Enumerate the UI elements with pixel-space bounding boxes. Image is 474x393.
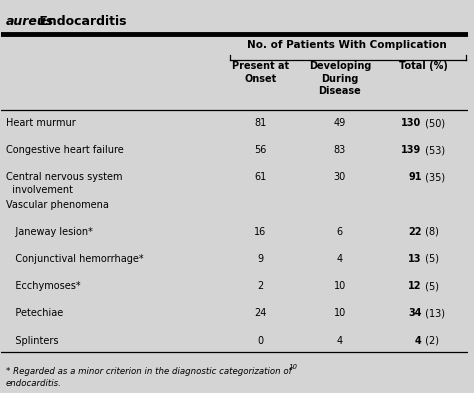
Text: Heart murmur: Heart murmur [6, 118, 76, 128]
Text: (2): (2) [421, 336, 438, 345]
Text: 81: 81 [255, 118, 266, 128]
Text: Congestive heart failure: Congestive heart failure [6, 145, 124, 155]
Text: Vascular phenomena: Vascular phenomena [6, 200, 109, 209]
Text: 12: 12 [408, 281, 421, 291]
Text: (50): (50) [421, 118, 445, 128]
Text: 16: 16 [255, 227, 266, 237]
Text: 83: 83 [334, 145, 346, 155]
Text: 34: 34 [408, 309, 421, 318]
Text: Endocarditis: Endocarditis [35, 15, 127, 28]
Text: 139: 139 [401, 145, 421, 155]
Text: Conjunctival hemorrhage*: Conjunctival hemorrhage* [6, 254, 144, 264]
Text: aureus: aureus [6, 15, 55, 28]
Text: 22: 22 [408, 227, 421, 237]
Text: 61: 61 [255, 173, 266, 182]
Text: Janeway lesion*: Janeway lesion* [6, 227, 93, 237]
Text: Ecchymoses*: Ecchymoses* [6, 281, 81, 291]
Text: 4: 4 [337, 254, 343, 264]
Text: 56: 56 [255, 145, 267, 155]
Text: 13: 13 [408, 254, 421, 264]
Text: (13): (13) [421, 309, 445, 318]
Text: Splinters: Splinters [6, 336, 59, 345]
Text: 49: 49 [334, 118, 346, 128]
Text: 4: 4 [337, 336, 343, 345]
Text: 9: 9 [257, 254, 264, 264]
Text: Total (%): Total (%) [400, 61, 448, 72]
Text: No. of Patients With Complication: No. of Patients With Complication [247, 40, 447, 50]
Text: (5): (5) [421, 281, 438, 291]
Text: * Regarded as a minor criterion in the diagnostic categorization of
endocarditis: * Regarded as a minor criterion in the d… [6, 367, 292, 388]
Text: 2: 2 [257, 281, 264, 291]
Text: 10: 10 [334, 281, 346, 291]
Text: 30: 30 [334, 173, 346, 182]
Text: 10: 10 [289, 364, 298, 370]
Text: Central nervous system
  involvement: Central nervous system involvement [6, 173, 123, 195]
Text: (8): (8) [421, 227, 438, 237]
Text: 10: 10 [334, 309, 346, 318]
Text: 91: 91 [408, 173, 421, 182]
Text: Present at
Onset: Present at Onset [232, 61, 289, 84]
Text: 0: 0 [257, 336, 264, 345]
Text: Petechiae: Petechiae [6, 309, 64, 318]
Text: (5): (5) [421, 254, 438, 264]
Text: 4: 4 [415, 336, 421, 345]
Text: 24: 24 [255, 309, 267, 318]
Text: 130: 130 [401, 118, 421, 128]
Text: Developing
During
Disease: Developing During Disease [309, 61, 371, 96]
Text: 6: 6 [337, 227, 343, 237]
Text: (35): (35) [421, 173, 445, 182]
Text: (53): (53) [421, 145, 445, 155]
